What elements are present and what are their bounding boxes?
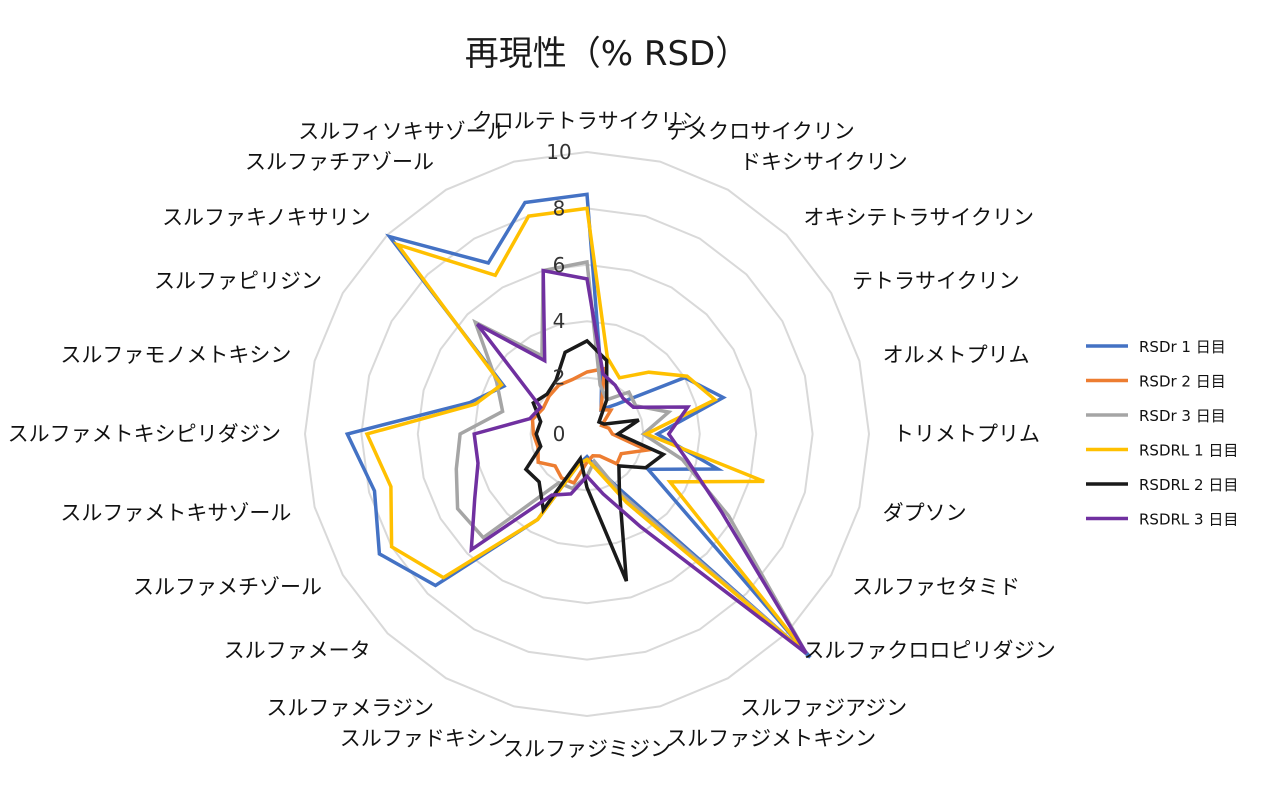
legend: RSDr 1 日目 RSDr 2 日目 RSDr 3 日目 RSDRL 1 日目 RSD…: [1086, 338, 1238, 529]
category-label-23: スルファチアゾール: [245, 150, 434, 174]
category-label-11: スルファジアジン: [740, 696, 907, 720]
tick-label-4: 4: [553, 309, 566, 333]
tick-label-6: 6: [553, 253, 566, 277]
legend-label-1: RSDr 1 日目: [1139, 338, 1226, 356]
category-labels: クロルテトラサイクリンデメクロサイクリンドキシサイクリンオキシテトラサイクリンテ…: [8, 109, 1056, 761]
series-line-4: [364, 206, 808, 655]
category-label-2: デメクロサイクリン: [666, 119, 855, 143]
tick-label-8: 8: [553, 196, 566, 220]
category-label-18: スルファメトキサゾール: [60, 501, 291, 525]
category-label-1: クロルテトラサイクリン: [472, 109, 703, 133]
category-label-24: スルフィソキサゾール: [298, 119, 508, 143]
legend-label-3: RSDr 3 日目: [1139, 407, 1226, 425]
category-label-13: スルファジミジン: [503, 737, 671, 761]
legend-label-5: RSDRL 2 日目: [1139, 476, 1238, 494]
legend-label-4: RSDRL 1 日目: [1139, 442, 1238, 460]
radar-series: [344, 192, 812, 659]
category-label-17: スルファメチゾール: [133, 575, 322, 599]
category-label-16: スルファメータ: [224, 638, 371, 662]
category-label-20: スルファモノメトキシン: [60, 343, 291, 367]
category-label-4: オキシテトラサイクリン: [803, 206, 1034, 230]
category-label-15: スルファメラジン: [266, 696, 434, 720]
tick-label-10: 10: [546, 140, 571, 164]
series-line-5: [523, 338, 667, 582]
category-label-19: スルファメトキシピリダジン: [8, 422, 281, 446]
category-label-10: スルファクロロピリダジン: [803, 638, 1055, 662]
gridline-4: [473, 320, 701, 548]
series-line-6: [469, 268, 808, 655]
category-label-21: スルファピリジン: [154, 269, 322, 293]
category-label-9: スルファセタミド: [852, 575, 1020, 599]
gridline-8: [360, 207, 814, 661]
legend-label-2: RSDr 2 日目: [1139, 373, 1226, 391]
series-line-2: [530, 366, 653, 486]
gridline-6: [416, 263, 758, 605]
category-label-6: オルメトプリム: [883, 343, 1030, 367]
category-label-7: トリメトプリム: [893, 422, 1040, 446]
tick-label-0: 0: [553, 422, 566, 446]
radial-ticks: 0 2 4 6 8 10: [546, 140, 571, 446]
legend-label-6: RSDRL 3 日目: [1139, 511, 1238, 529]
chart-title: 再現性（% RSD）: [464, 34, 750, 74]
category-label-5: テトラサイクリン: [852, 269, 1020, 293]
category-label-14: スルファドキシン: [340, 727, 508, 751]
category-label-8: ダプソン: [883, 501, 967, 525]
category-label-22: スルファキノキサリン: [162, 206, 371, 230]
category-label-12: スルファジメトキシン: [666, 727, 876, 751]
gridline-10: [303, 150, 871, 718]
category-label-3: ドキシサイクリン: [740, 150, 908, 174]
tick-label-2: 2: [553, 366, 566, 390]
